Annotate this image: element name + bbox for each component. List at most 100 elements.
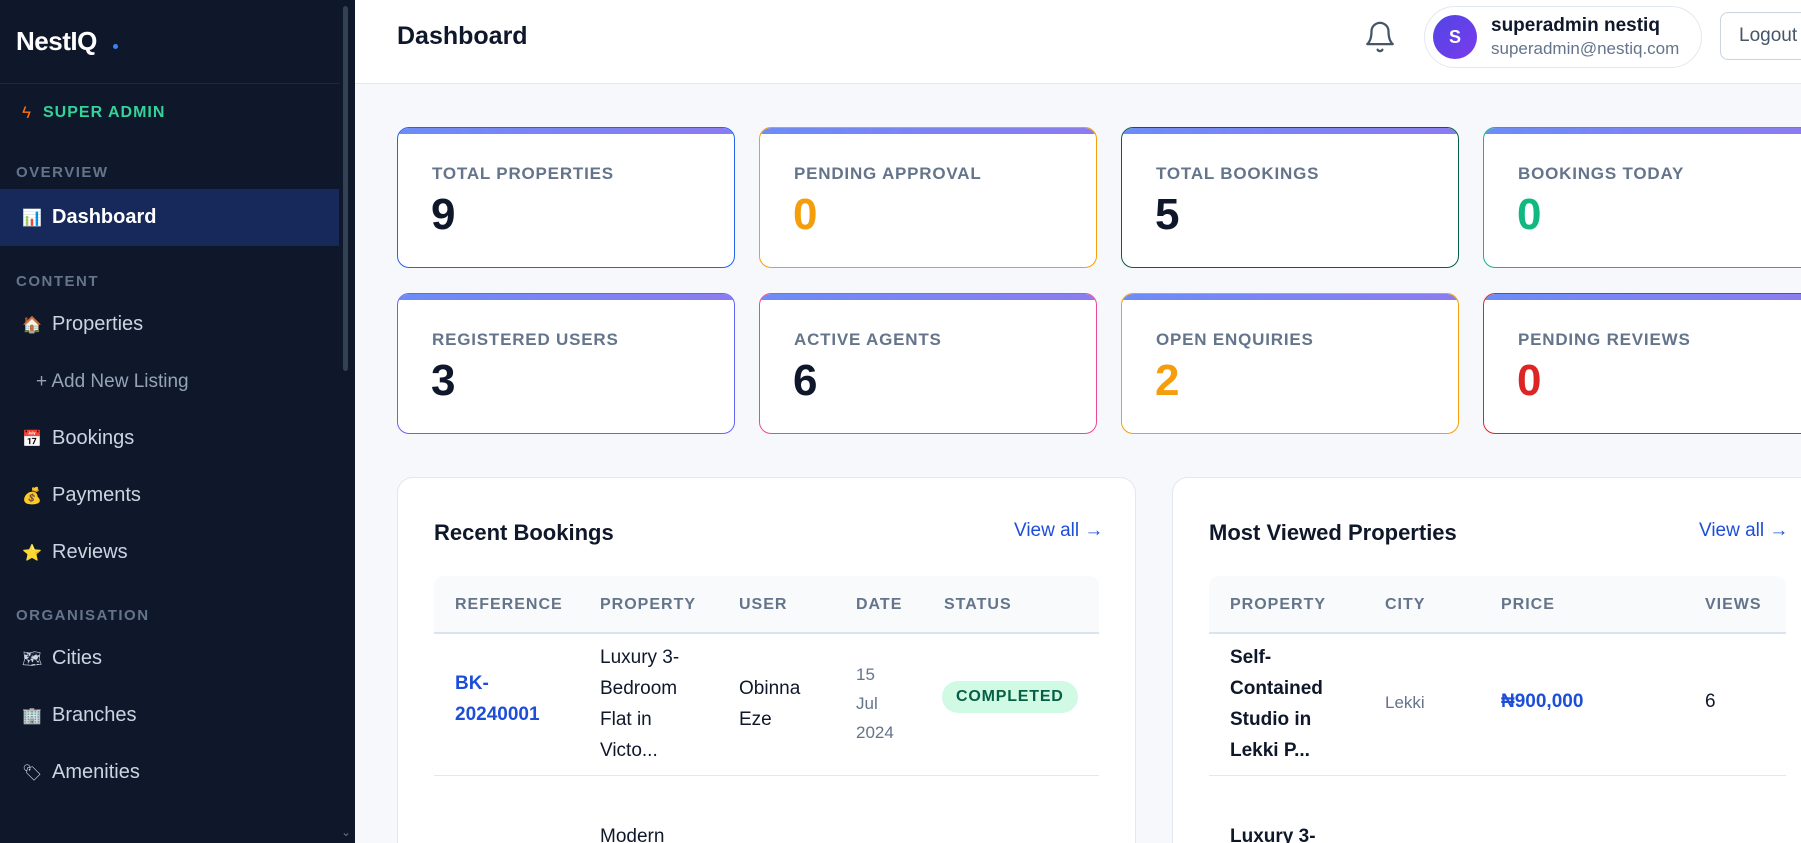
stat-label: PENDING APPROVAL: [794, 164, 982, 183]
sidebar-item-add-new-listing[interactable]: + Add New Listing: [0, 353, 339, 410]
property-name-next-row: Luxury 3-: [1230, 826, 1316, 843]
avatar: S: [1433, 15, 1477, 59]
card-accent-bar: [398, 294, 734, 300]
booking-date: 15 Jul 2024: [856, 665, 894, 742]
column-header-user[interactable]: USER: [739, 596, 788, 613]
sidebar-item-reviews[interactable]: ⭐ Reviews: [0, 524, 339, 581]
sidebar-item-bookings[interactable]: 📅 Bookings: [0, 410, 339, 467]
role-label: SUPER ADMIN: [43, 104, 166, 121]
stat-value: 3: [431, 356, 456, 405]
bell-icon[interactable]: [1363, 20, 1397, 54]
stat-card-registered-users: REGISTERED USERS 3: [397, 293, 735, 434]
brand[interactable]: NestIQ: [0, 0, 340, 84]
stat-label: OPEN ENQUIRIES: [1156, 330, 1314, 349]
stat-value: 9: [431, 190, 456, 239]
card-accent-bar: [1484, 294, 1801, 300]
user-menu[interactable]: S superadmin nestiq superadmin@nestiq.co…: [1424, 6, 1702, 68]
column-header-city[interactable]: CITY: [1385, 596, 1426, 613]
section-label-organisation: ORGANISATION: [16, 607, 150, 624]
sidebar-item-label: Cities: [52, 647, 103, 669]
stat-value: 2: [1155, 356, 1180, 405]
stat-card-total-properties: TOTAL PROPERTIES 9: [397, 127, 735, 268]
sidebar-item-label: Amenities: [52, 761, 140, 783]
panel-title: Recent Bookings: [434, 520, 614, 545]
recent-bookings-view-all-link[interactable]: View all →: [1014, 520, 1104, 541]
money-bag-icon: 💰: [22, 487, 42, 505]
section-label-content: CONTENT: [16, 273, 99, 290]
stat-value: 0: [793, 190, 818, 239]
most-viewed-view-all-link[interactable]: View all →: [1699, 520, 1789, 541]
stat-label: TOTAL BOOKINGS: [1156, 164, 1320, 183]
stat-card-active-agents: ACTIVE AGENTS 6: [759, 293, 1097, 434]
stat-card-bookings-today: BOOKINGS TODAY 0: [1483, 127, 1801, 268]
user-name: superadmin nestiq: [1491, 15, 1660, 36]
column-header-price[interactable]: PRICE: [1501, 596, 1555, 613]
property-price: ₦900,000: [1501, 691, 1584, 712]
section-label-overview: OVERVIEW: [16, 164, 109, 181]
property-name[interactable]: Self- Contained Studio in Lekki P...: [1230, 647, 1323, 761]
column-header-property[interactable]: PROPERTY: [600, 596, 697, 613]
stat-label: PENDING REVIEWS: [1518, 330, 1691, 349]
stat-card-total-bookings: TOTAL BOOKINGS 5: [1121, 127, 1459, 268]
stat-value: 0: [1517, 190, 1542, 239]
sidebar-item-label: Dashboard: [52, 206, 157, 228]
stat-label: BOOKINGS TODAY: [1518, 164, 1685, 183]
sidebar-scrollbar[interactable]: [343, 6, 348, 371]
property-city: Lekki: [1385, 693, 1425, 712]
column-header-status[interactable]: STATUS: [944, 596, 1012, 613]
stat-value: 6: [793, 356, 818, 405]
sidebar-item-label: Payments: [52, 484, 141, 506]
property-views: 6: [1705, 691, 1716, 712]
sidebar-item-dashboard[interactable]: 📊 Dashboard: [0, 189, 339, 246]
column-header-views[interactable]: VIEWS: [1705, 596, 1762, 613]
booking-property-next-row: Modern: [600, 826, 665, 843]
sidebar-item-label: + Add New Listing: [36, 370, 189, 392]
column-header-property[interactable]: PROPERTY: [1230, 596, 1327, 613]
panel-title: Most Viewed Properties: [1209, 520, 1457, 545]
brand-dot-icon: [112, 44, 118, 49]
brand-logo: NestIQ: [16, 26, 97, 56]
sidebar-item-label: Reviews: [52, 541, 128, 563]
table-row[interactable]: BK- 20240001 Luxury 3- Bedroom Flat in V…: [434, 636, 1099, 776]
most-viewed-properties-panel: Most Viewed Properties View all → PROPER…: [1172, 477, 1801, 843]
page-title: Dashboard: [397, 22, 528, 50]
house-icon: 🏠: [22, 316, 42, 334]
column-header-date[interactable]: DATE: [856, 596, 903, 613]
sidebar-item-properties[interactable]: 🏠 Properties: [0, 296, 339, 353]
star-icon: ⭐: [22, 544, 42, 562]
table-header: REFERENCE PROPERTY USER DATE STATUS: [434, 576, 1099, 634]
top-header: Dashboard S superadmin nestiq superadmin…: [355, 0, 1801, 84]
tag-icon: 🏷: [21, 764, 43, 782]
sidebar-item-label: Bookings: [52, 427, 135, 449]
card-accent-bar: [1122, 128, 1458, 134]
status-badge: COMPLETED: [942, 681, 1078, 713]
stat-label: REGISTERED USERS: [432, 330, 619, 349]
stat-value: 5: [1155, 190, 1180, 239]
chevron-down-icon[interactable]: ⌄: [341, 825, 352, 839]
card-accent-bar: [1484, 128, 1801, 134]
card-accent-bar: [1122, 294, 1458, 300]
stat-card-pending-reviews: PENDING REVIEWS 0: [1483, 293, 1801, 434]
calendar-icon: 📅: [22, 430, 42, 448]
sidebar: NestIQ ϟ SUPER ADMIN OVERVIEW 📊 Dashboar…: [0, 0, 355, 843]
recent-bookings-panel: Recent Bookings View all → REFERENCE PRO…: [397, 477, 1136, 843]
table-header: PROPERTY CITY PRICE VIEWS: [1209, 576, 1786, 634]
sidebar-item-cities[interactable]: 🗺 Cities: [0, 630, 339, 687]
table-row[interactable]: Self- Contained Studio in Lekki P... Lek…: [1209, 636, 1786, 776]
card-accent-bar: [398, 128, 734, 134]
column-header-reference[interactable]: REFERENCE: [455, 596, 563, 613]
sidebar-item-label: Branches: [52, 704, 137, 726]
card-accent-bar: [760, 128, 1096, 134]
sidebar-item-branches[interactable]: 🏢 Branches: [0, 687, 339, 744]
sidebar-item-label: Properties: [52, 313, 144, 335]
chart-icon: 📊: [22, 209, 42, 227]
role-badge: ϟ SUPER ADMIN: [0, 84, 355, 142]
building-icon: 🏢: [22, 707, 42, 725]
booking-reference-link[interactable]: BK- 20240001: [455, 673, 540, 725]
stat-card-pending-approval: PENDING APPROVAL 0: [759, 127, 1097, 268]
stat-label: ACTIVE AGENTS: [794, 330, 942, 349]
sidebar-item-payments[interactable]: 💰 Payments: [0, 467, 339, 524]
logout-button[interactable]: Logout: [1720, 12, 1801, 60]
map-icon: 🗺: [21, 650, 43, 668]
sidebar-item-amenities[interactable]: 🏷 Amenities: [0, 744, 339, 801]
